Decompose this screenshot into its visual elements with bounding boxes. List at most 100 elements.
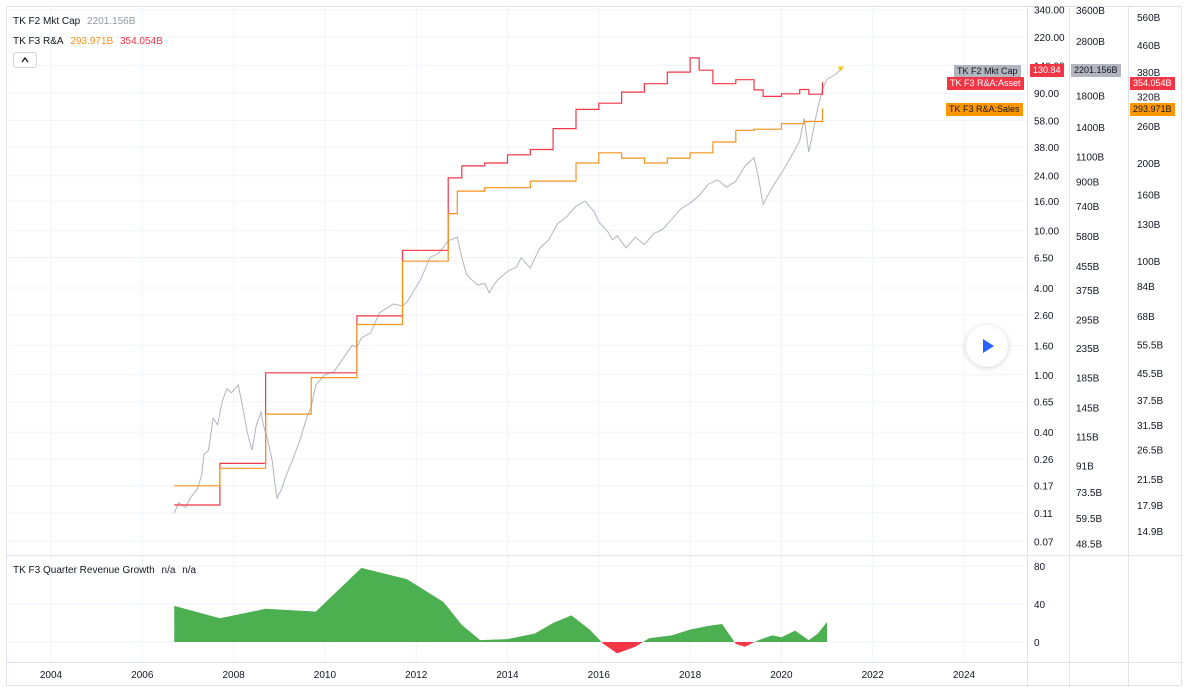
time-axis-label: 2004: [40, 670, 63, 681]
mktcap-axis-label: 3600B: [1076, 6, 1105, 17]
assets-axis-label: 26.5B: [1137, 445, 1163, 456]
price-axis-label: 4.00: [1034, 284, 1054, 295]
assets-axis-label: 260B: [1137, 122, 1161, 133]
mktcap-axis-label: 455B: [1076, 262, 1100, 273]
time-axis-label: 2006: [131, 670, 154, 681]
price-axis-label: 0.11: [1034, 509, 1053, 520]
time-axis-label: 2022: [862, 670, 885, 681]
series-line-sales: [174, 108, 824, 487]
main-pane-lines: [173, 57, 844, 514]
assets-axis-label: 160B: [1137, 191, 1161, 202]
growth-pane-area: [174, 567, 828, 654]
mktcap-axis-label: 185B: [1076, 374, 1100, 385]
legend-series-ra-assets-value: 354.054B: [119, 36, 163, 47]
mktcap-axis-label: 115B: [1076, 432, 1099, 443]
legend-collapse-button[interactable]: [13, 52, 37, 68]
mktcap-axis-label: 580B: [1076, 232, 1100, 243]
mktcap-axis-label: 235B: [1076, 344, 1100, 355]
price-axis-label: 58.00: [1034, 116, 1059, 127]
legend-series-mktcap-name: TK F2 Mkt Cap: [13, 16, 81, 27]
time-axis-label: 2024: [953, 670, 976, 681]
mktcap-axis-label: 48.5B: [1076, 539, 1102, 550]
time-axis-label: 2012: [405, 670, 428, 681]
time-axis-label: 2016: [588, 670, 611, 681]
mktcap-axis-label: 295B: [1076, 316, 1100, 327]
tag-mktcap-name: TK F2 Mkt Cap: [954, 65, 1021, 78]
price-axis-label: 2.60: [1034, 311, 1054, 322]
assets-axis-label: 460B: [1137, 41, 1161, 52]
time-axis-label: 2014: [496, 670, 519, 681]
time-axis-label: 2018: [679, 670, 702, 681]
assets-axis-label: 17.9B: [1137, 501, 1163, 512]
assets-axis-label: 320B: [1137, 92, 1161, 103]
series-line-assets: [174, 57, 824, 506]
assets-axis-label: 560B: [1137, 13, 1161, 24]
assets-axis-label: 380B: [1137, 68, 1161, 79]
price-axis-label: 16.00: [1034, 197, 1059, 208]
growth-axis-label: 0: [1034, 638, 1040, 649]
price-axis-label: 0.65: [1034, 398, 1054, 409]
price-axis-label: 0.17: [1034, 482, 1054, 493]
legend-series-mktcap[interactable]: TK F2 Mkt Cap 2201.156B: [13, 16, 139, 27]
legend-growth-value-b: n/a: [182, 565, 197, 576]
price-axis-label: 0.40: [1034, 428, 1054, 439]
series-line-mktcap: [173, 69, 842, 514]
price-axis-label: 1.00: [1034, 371, 1054, 382]
assets-axis-label: 31.5B: [1137, 421, 1163, 432]
price-axis-label: 38.00: [1034, 143, 1059, 154]
axes: 2004 2006 2008 2010 2012 2014 2016 2018 2020 2022…: [40, 6, 1164, 681]
price-axis-label: 6.50: [1034, 254, 1054, 265]
mktcap-axis-label: 73.5B: [1076, 488, 1102, 499]
legend-series-ra[interactable]: TK F3 R&A 293.971B 354.054B: [13, 36, 167, 47]
mktcap-axis-label: 1800B: [1076, 92, 1105, 103]
assets-axis-label: 37.5B: [1137, 396, 1163, 407]
price-axis-label: 24.00: [1034, 172, 1059, 183]
assets-axis-label: 68B: [1137, 312, 1155, 323]
price-axis-label: 90.00: [1034, 89, 1059, 100]
time-axis-label: 2008: [222, 670, 245, 681]
growth-axis-label: 80: [1034, 562, 1046, 573]
legend-series-ra-name: TK F3 R&A: [13, 36, 64, 47]
tag-mktcap-value: 2201.156B: [1071, 64, 1121, 77]
price-axis-label: 220.00: [1034, 33, 1065, 44]
last-value-marker: [837, 66, 844, 72]
price-axis-label: 0.07: [1034, 537, 1054, 548]
tag-mktcap-price: 130.84: [1030, 64, 1064, 77]
replay-button[interactable]: [966, 325, 1008, 367]
mktcap-axis-label: 900B: [1076, 178, 1100, 189]
chart-frame: [6, 6, 1182, 686]
legend-growth-name: TK F3 Quarter Revenue Growth: [13, 565, 155, 576]
assets-axis-label: 200B: [1137, 159, 1161, 170]
mktcap-axis-label: 740B: [1076, 202, 1100, 213]
legend-series-ra-sales-value: 293.971B: [70, 36, 114, 47]
time-axis-label: 2010: [314, 670, 337, 681]
legend-growth[interactable]: TK F3 Quarter Revenue Growth n/a n/a: [13, 565, 200, 576]
mktcap-axis-label: 2800B: [1076, 37, 1105, 48]
assets-axis-label: 84B: [1137, 282, 1155, 293]
mktcap-axis-label: 91B: [1076, 461, 1094, 472]
mktcap-axis-label: 145B: [1076, 404, 1100, 415]
mktcap-axis-label: 59.5B: [1076, 514, 1102, 525]
time-axis-label: 2020: [770, 670, 793, 681]
assets-axis-label: 55.5B: [1137, 341, 1163, 352]
legend-series-mktcap-value: 2201.156B: [87, 16, 136, 27]
grid: [6, 6, 1027, 662]
chevron-up-icon: [21, 56, 29, 63]
pane-separators: [6, 6, 1182, 687]
price-axis-label: 340.00: [1034, 6, 1065, 17]
price-axis-label: 0.26: [1034, 455, 1054, 466]
tag-assets-value: 354.054B: [1130, 77, 1175, 90]
assets-axis-label: 100B: [1137, 257, 1161, 268]
play-icon: [983, 339, 994, 353]
mktcap-axis-label: 1400B: [1076, 123, 1105, 134]
tag-sales-name: TK F3 R&A:Sales: [946, 103, 1023, 116]
mktcap-axis-label: 1100B: [1076, 153, 1105, 164]
price-axis-label: 1.60: [1034, 341, 1054, 352]
assets-axis-label: 45.5B: [1137, 369, 1163, 380]
assets-axis-label: 130B: [1137, 220, 1161, 231]
assets-axis-label: 14.9B: [1137, 527, 1163, 538]
price-axis-label: 10.00: [1034, 227, 1059, 238]
tag-assets-name: TK F3 R&A:Asset: [947, 77, 1024, 90]
assets-axis-label: 21.5B: [1137, 475, 1163, 486]
